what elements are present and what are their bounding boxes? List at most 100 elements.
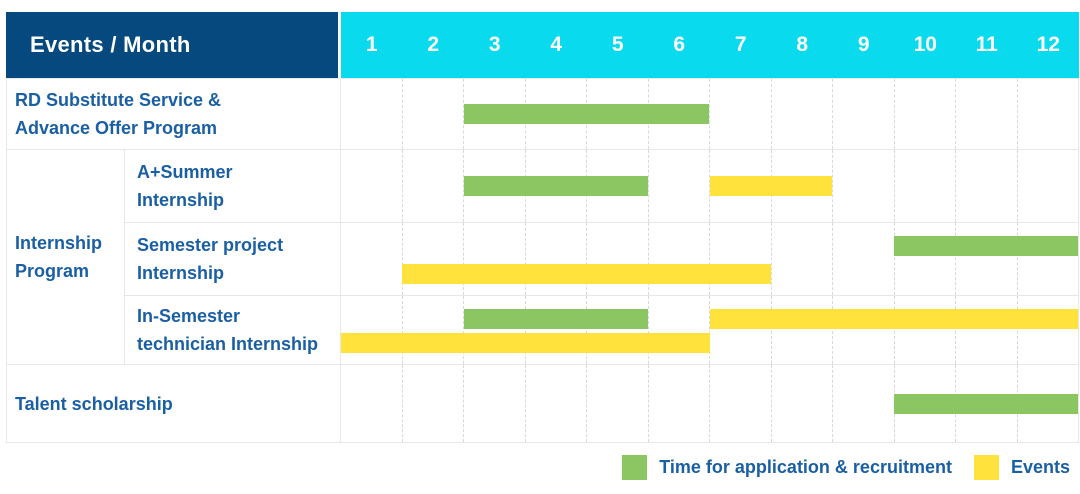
- subrow-label: A+Summer Internship: [137, 162, 233, 210]
- month-column-11: [956, 223, 1018, 295]
- corner-header-cell: Events / Month: [6, 12, 338, 78]
- table-subrow: A+Summer Internship: [125, 150, 1078, 222]
- table-header-row: Events / Month 1 2 3 4 5 6 7 8 9 10 11 12: [6, 12, 1079, 78]
- month-header-7: 7: [734, 33, 747, 56]
- month-header-row: 1 2 3 4 5 6 7 8 9 10 11 12: [341, 12, 1079, 78]
- gantt-bar-yellow: [402, 264, 771, 284]
- month-header-12: 12: [1036, 33, 1060, 56]
- legend-label-1: Events: [1010, 456, 1070, 477]
- month-column-12: [1018, 296, 1079, 364]
- month-column-11: [956, 79, 1018, 149]
- legend-item-yellow: Events: [973, 454, 1070, 480]
- month-header-11: 11: [975, 33, 998, 56]
- corner-header-label: Events / Month: [30, 32, 191, 57]
- month-column-4: [526, 223, 587, 295]
- month-header-5: 5: [611, 33, 624, 56]
- month-column-12: [1018, 223, 1079, 295]
- subrow-label: Semester project Internship: [137, 235, 284, 283]
- table-row: Talent scholarship: [7, 364, 1078, 442]
- month-column-1: [341, 150, 403, 222]
- gantt-bar-green: [463, 176, 649, 196]
- month-column-5: [587, 223, 649, 295]
- month-column-4: [526, 365, 587, 442]
- month-column-8: [772, 223, 833, 295]
- month-column-10: [895, 150, 956, 222]
- month-column-4: [526, 296, 587, 364]
- month-column-2: [403, 223, 464, 295]
- month-column-1: [341, 223, 403, 295]
- gantt-bar-green: [893, 236, 1078, 256]
- month-header-9: 9: [857, 33, 870, 56]
- month-column-1: [341, 365, 403, 442]
- subrow-label-cell: In-Semester technician Internship: [125, 296, 341, 364]
- month-column-8: [772, 296, 833, 364]
- month-header-1: 1: [365, 33, 378, 56]
- month-header-10: 10: [913, 33, 937, 56]
- month-column-2: [403, 150, 464, 222]
- month-header-8: 8: [796, 33, 809, 56]
- month-column-7: [710, 296, 772, 364]
- row-label-cell: RD Substitute Service & Advance Offer Pr…: [7, 79, 341, 149]
- subrow-label-cell: Semester project Internship: [125, 223, 341, 295]
- month-header-4: 4: [550, 33, 563, 56]
- events-month-table: Events / Month 1 2 3 4 5 6 7 8 9 10 11 12 RD Substi…: [6, 12, 1079, 443]
- month-column-11: [956, 150, 1018, 222]
- month-column-2: [403, 365, 464, 442]
- month-grid: [341, 365, 1078, 442]
- header-divider: [338, 12, 341, 78]
- month-gridlines: [341, 296, 1078, 364]
- month-header-3: 3: [488, 33, 501, 56]
- month-column-10: [895, 79, 956, 149]
- gantt-bar-yellow: [709, 309, 1078, 329]
- table-group-row: Internship Program A+Summer Internship Sem…: [7, 149, 1078, 364]
- month-column-5: [587, 296, 649, 364]
- month-column-6: [649, 223, 710, 295]
- legend-item-green: Time for application & recruitment: [622, 454, 952, 480]
- month-column-1: [341, 79, 403, 149]
- month-grid: [341, 223, 1078, 295]
- month-column-6: [649, 296, 710, 364]
- gantt-bar-green: [463, 104, 710, 124]
- row-label-cell: Talent scholarship: [7, 365, 341, 442]
- table-body: RD Substitute Service & Advance Offer Pr…: [6, 78, 1079, 443]
- month-column-9: [833, 365, 895, 442]
- month-column-9: [833, 296, 895, 364]
- month-column-7: [710, 223, 772, 295]
- row-label: RD Substitute Service & Advance Offer Pr…: [15, 90, 222, 138]
- month-grid: [341, 150, 1078, 222]
- month-column-8: [772, 150, 833, 222]
- gantt-bar-green: [463, 309, 649, 329]
- month-column-12: [1018, 79, 1079, 149]
- month-header-2: 2: [427, 33, 440, 56]
- gantt-bar-yellow: [341, 333, 710, 353]
- group-label-cell: Internship Program: [7, 150, 125, 364]
- month-column-3: [464, 296, 526, 364]
- month-header-6: 6: [673, 33, 686, 56]
- legend-swatch-green: [622, 454, 648, 480]
- month-column-6: [649, 150, 710, 222]
- group-label: Internship Program: [15, 233, 103, 281]
- legend: Time for application & recruitment Events: [622, 453, 1070, 481]
- legend-swatch-yellow: [973, 454, 999, 480]
- table-subrow: In-Semester technician Internship: [125, 295, 1078, 364]
- month-column-5: [587, 365, 649, 442]
- subrow-label: In-Semester technician Internship: [137, 306, 319, 354]
- table-subrow: Semester project Internship: [125, 222, 1078, 295]
- table-row: RD Substitute Service & Advance Offer Pr…: [7, 79, 1078, 149]
- gantt-bar-green: [893, 393, 1078, 414]
- month-column-1: [341, 296, 403, 364]
- month-column-11: [956, 296, 1018, 364]
- month-column-9: [833, 223, 895, 295]
- month-column-7: [710, 79, 772, 149]
- subrow-label-cell: A+Summer Internship: [125, 150, 341, 222]
- month-column-8: [772, 365, 833, 442]
- month-grid: [341, 296, 1078, 364]
- gantt-bar-yellow: [709, 176, 833, 196]
- month-column-10: [895, 296, 956, 364]
- month-column-3: [464, 365, 526, 442]
- month-column-9: [833, 79, 895, 149]
- month-column-10: [895, 223, 956, 295]
- month-grid: [341, 79, 1078, 149]
- month-column-2: [403, 79, 464, 149]
